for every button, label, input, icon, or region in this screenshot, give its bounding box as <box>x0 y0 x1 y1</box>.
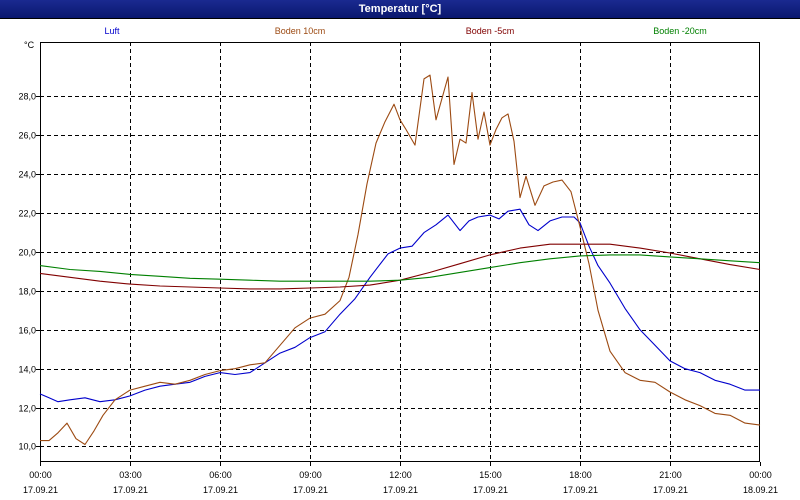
y-tick-label: 12,0 <box>18 404 36 414</box>
y-axis-label: °C <box>24 40 35 50</box>
x-tick-time: 18:00 <box>569 470 592 480</box>
legend-entry: Boden -20cm <box>653 26 707 36</box>
series-line-luft <box>39 208 760 403</box>
x-tick-date: 17.09.21 <box>473 485 508 495</box>
x-tick-time: 03:00 <box>119 470 142 480</box>
series-line-boden-20cm <box>39 254 761 282</box>
x-tick-time: 15:00 <box>479 470 502 480</box>
legend-entry: Boden -5cm <box>466 26 515 36</box>
x-tick-time: 00:00 <box>29 470 52 480</box>
y-tick-label: 26,0 <box>18 131 36 141</box>
y-tick-label: 24,0 <box>18 170 36 180</box>
x-tick-date: 17.09.21 <box>653 485 688 495</box>
x-tick-time: 12:00 <box>389 470 412 480</box>
temperature-chart: 10,0 12,0 14,0 16,0 18,0 20,0 22,0 24,0 26,0 28,0… <box>0 19 800 500</box>
x-tick-date: 18.09.21 <box>743 485 778 495</box>
x-tick-date: 17.09.21 <box>383 485 418 495</box>
plot-frame <box>40 42 760 462</box>
y-tick-label: 18,0 <box>18 287 36 297</box>
y-tick-label: 28,0 <box>18 92 36 102</box>
series-line-boden-10cm <box>40 74 761 446</box>
x-tick-time: 21:00 <box>659 470 682 480</box>
x-tick-time: 06:00 <box>209 470 232 480</box>
x-tick-date: 17.09.21 <box>563 485 598 495</box>
chart-svg: 10,0 12,0 14,0 16,0 18,0 20,0 22,0 24,0 26,0 28,0… <box>18 26 778 495</box>
x-tick-time: 00:00 <box>749 470 772 480</box>
y-tick-label: 22,0 <box>18 209 36 219</box>
y-tick-label: 10,0 <box>18 442 36 452</box>
y-tick-label: 20,0 <box>18 248 36 258</box>
x-tick-time: 09:00 <box>299 470 322 480</box>
y-tick-label: 14,0 <box>18 365 36 375</box>
legend-entry: Luft <box>104 26 120 36</box>
x-tick-date: 17.09.21 <box>203 485 238 495</box>
x-tick-date: 17.09.21 <box>23 485 58 495</box>
x-tick-date: 17.09.21 <box>293 485 328 495</box>
x-tick-date: 17.09.21 <box>113 485 148 495</box>
chart-title: Temperatur [°C] <box>0 0 800 19</box>
legend-entry: Boden 10cm <box>275 26 326 36</box>
y-tick-label: 16,0 <box>18 326 36 336</box>
